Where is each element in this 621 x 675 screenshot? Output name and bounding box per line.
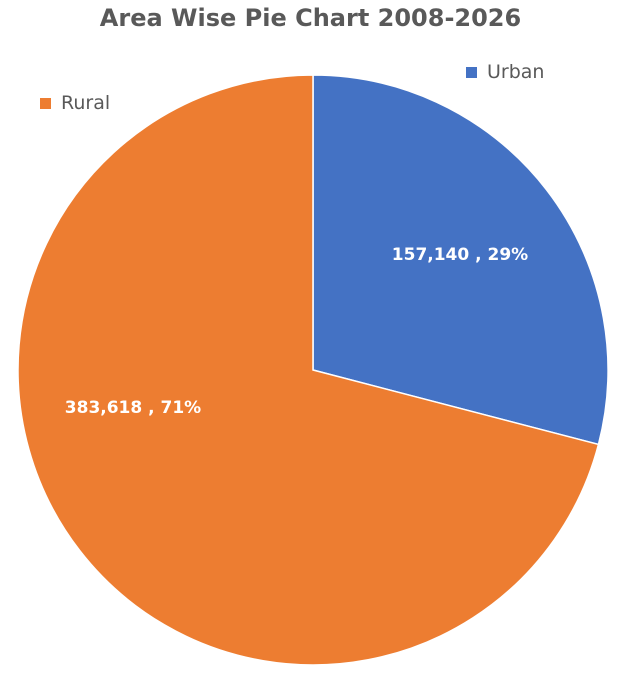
legend-swatch-urban bbox=[466, 66, 477, 78]
legend-item-urban: Urban bbox=[466, 61, 544, 83]
pie-slice-urban bbox=[312, 74, 609, 446]
legend-label-urban: Urban bbox=[487, 61, 545, 83]
legend-swatch-rural bbox=[40, 97, 51, 109]
legend-item-rural: Rural bbox=[40, 92, 110, 114]
data-label-urban: 157,140 , 29% bbox=[392, 245, 528, 265]
data-label-rural: 383,618 , 71% bbox=[65, 398, 201, 418]
legend-label-rural: Rural bbox=[61, 92, 111, 114]
chart-title: Area Wise Pie Chart 2008-2026 bbox=[99, 4, 522, 32]
pie-slice-rural bbox=[17, 74, 600, 666]
